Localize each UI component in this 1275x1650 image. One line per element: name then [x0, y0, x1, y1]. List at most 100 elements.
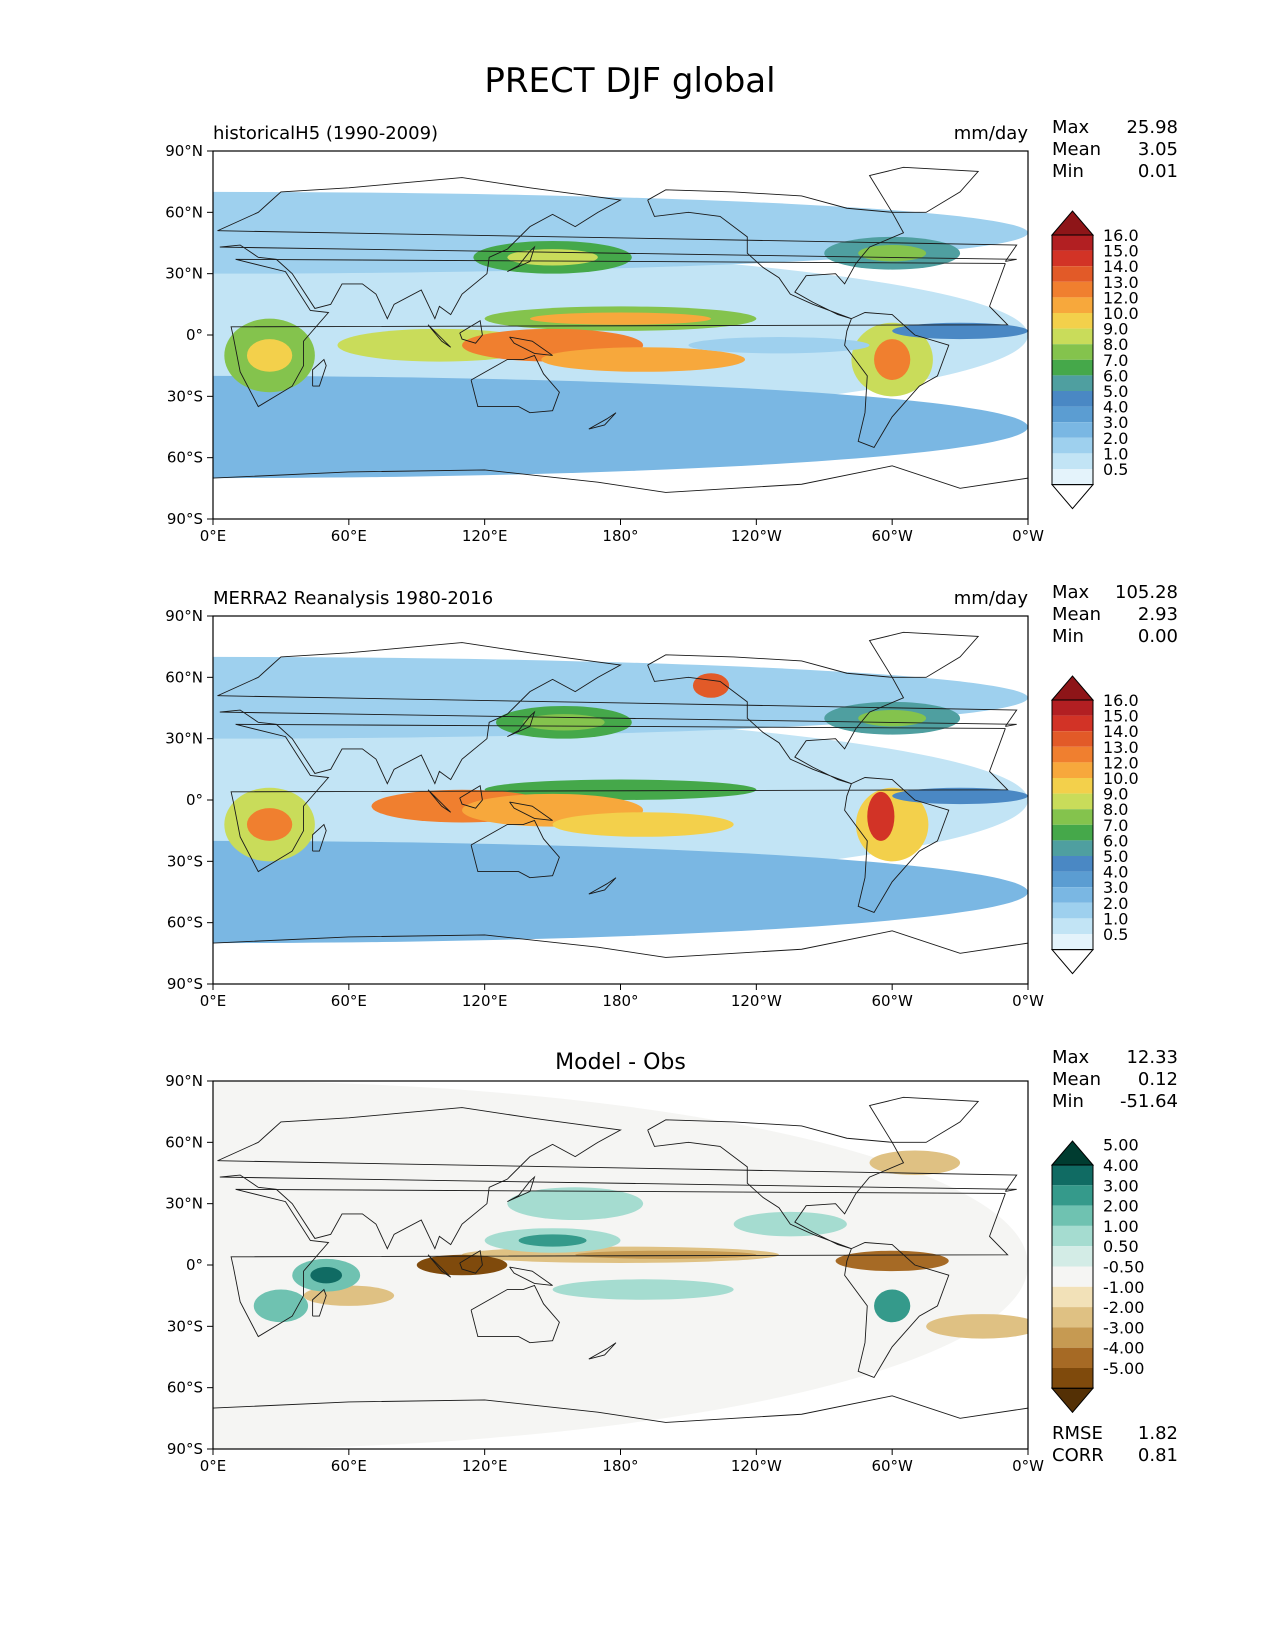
colorbar-segment: [1052, 824, 1093, 841]
lon-tick-label: 120°E: [462, 527, 508, 545]
colorbar-label: 10.0: [1103, 304, 1139, 323]
coastline: [217, 642, 1018, 785]
lat-tick-label: 60°S: [167, 1379, 203, 1397]
lon-tick-label: 120°W: [731, 1457, 782, 1475]
colorbar-label: -1.00: [1103, 1278, 1144, 1297]
colorbar-label: 1.0: [1103, 909, 1128, 928]
lon-tick-label: 60°W: [871, 527, 913, 545]
colorbar-segment: [1052, 871, 1093, 888]
stat-value: 2.93: [1138, 604, 1178, 625]
stat-value: 0.12: [1138, 1069, 1178, 1090]
stat-value: -51.64: [1120, 1091, 1178, 1112]
colorbar-label: 0.5: [1103, 460, 1128, 479]
colorbar-segment: [1052, 700, 1093, 716]
colorbar-label: 1.0: [1103, 444, 1128, 463]
panel-units: mm/day: [954, 123, 1029, 144]
lat-tick-label: 90°N: [165, 1072, 203, 1090]
colorbar-label: 7.0: [1103, 351, 1128, 370]
coastline: [230, 723, 1009, 873]
colorbar-segment: [1052, 1165, 1093, 1186]
lon-tick-label: 0°E: [200, 1457, 227, 1475]
coastline: [507, 710, 536, 738]
lon-tick-label: 0°W: [1012, 527, 1044, 545]
contour-field: [529, 312, 712, 325]
colorbar-segment: [1052, 422, 1093, 438]
colorbar-segment: [1052, 840, 1093, 856]
coastline: [844, 1242, 950, 1379]
contour-field: [213, 375, 1028, 479]
coastline: [213, 930, 1028, 958]
colorbar-label: 3.00: [1103, 1176, 1139, 1195]
coastline: [459, 319, 483, 344]
colorbar-segment: [1052, 809, 1093, 825]
coastline: [647, 654, 905, 785]
colorbar-segment: [1052, 887, 1093, 903]
coastline: [427, 789, 452, 813]
stat-label: Max: [1052, 582, 1090, 603]
colorbar-segment: [1052, 281, 1093, 298]
panel-units: mm/day: [954, 588, 1029, 609]
metric-value: 0.81: [1138, 1445, 1178, 1466]
lat-tick-label: 90°S: [167, 975, 203, 993]
lon-tick-label: 120°E: [462, 992, 508, 1010]
coastline: [868, 631, 980, 678]
lat-tick-label: 60°S: [167, 914, 203, 932]
coastline: [213, 465, 1028, 493]
colorbar-segment: [1052, 1368, 1093, 1389]
contour-field: [874, 1289, 911, 1323]
colorbar-segment: [1052, 902, 1093, 919]
contour-field: [253, 1289, 309, 1323]
lat-tick-label: 90°N: [165, 142, 203, 160]
stat-label: Max: [1052, 117, 1090, 138]
lon-tick-label: 0°E: [200, 527, 227, 545]
coastline: [647, 189, 905, 320]
colorbar-segment: [1052, 1246, 1093, 1267]
colorbar-segment: [1052, 793, 1093, 810]
stat-value: 3.05: [1138, 139, 1178, 160]
stat-label: Min: [1052, 1091, 1084, 1112]
stat-label: Max: [1052, 1047, 1090, 1068]
colorbar-label: 5.0: [1103, 382, 1128, 401]
coastline: [470, 354, 560, 414]
stat-label: Mean: [1052, 139, 1101, 160]
colorbar-segment: [1052, 235, 1093, 251]
colorbar-segment: [1052, 375, 1093, 391]
colorbar-segment: [1052, 778, 1093, 794]
colorbar-segment: [1052, 328, 1093, 345]
contour-field: [892, 787, 1028, 805]
contour-field: [310, 1267, 343, 1284]
coastline: [459, 784, 483, 809]
lon-tick-label: 180°: [602, 992, 638, 1010]
lon-tick-label: 60°W: [871, 1457, 913, 1475]
stat-value: 12.33: [1126, 1047, 1178, 1068]
coastline: [588, 877, 617, 895]
colorbar-label: 2.0: [1103, 894, 1128, 913]
metric-label: CORR: [1052, 1445, 1104, 1466]
contour-field: [246, 339, 293, 372]
colorbar-label: -0.50: [1103, 1258, 1144, 1277]
colorbar-segment: [1052, 1225, 1093, 1247]
stat-label: Mean: [1052, 1069, 1101, 1090]
colorbar-segment: [1052, 297, 1093, 313]
colorbar-segment: [1052, 856, 1093, 872]
colorbar-segment: [1052, 715, 1093, 732]
colorbar-label: 6.0: [1103, 366, 1128, 385]
panel-obs: 0°E 60°E 120°E 180° 120°W 60°W 0°W 90°N 60°N 30°N…: [165, 582, 1178, 1010]
lat-tick-label: 0°: [186, 791, 203, 809]
coastline: [312, 823, 327, 852]
coastline: [217, 177, 1018, 320]
colorbar-extend-min: [1050, 484, 1095, 510]
contour-field: [416, 1254, 508, 1276]
stat-value: 0.01: [1138, 161, 1178, 182]
colorbar-segment: [1052, 406, 1093, 423]
lon-tick-label: 0°W: [1012, 1457, 1044, 1475]
colorbar-label: 7.0: [1103, 816, 1128, 835]
colorbar-frame: [1051, 234, 1094, 486]
colorbar-segment: [1052, 437, 1093, 454]
lat-tick-label: 0°: [186, 1256, 203, 1274]
contour-field: [688, 337, 870, 354]
contour-field: [518, 1234, 587, 1247]
colorbar-extend-min: [1050, 1387, 1095, 1414]
colorbar-segment: [1052, 1347, 1093, 1368]
colorbar-label: 0.5: [1103, 925, 1128, 944]
